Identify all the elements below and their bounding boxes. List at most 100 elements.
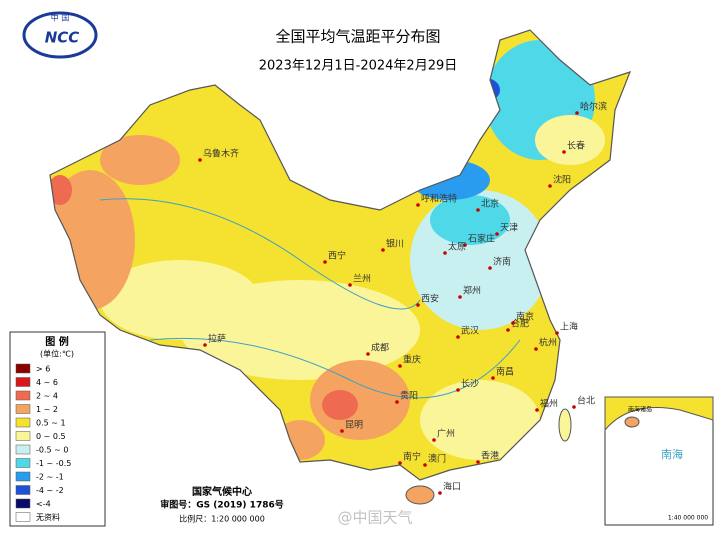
legend-label: -0.5 ~ 0 — [36, 446, 69, 455]
city-dot — [416, 303, 420, 307]
legend-label: -2 ~ -1 — [36, 473, 64, 482]
city-dot — [555, 331, 559, 335]
city-dot — [488, 266, 492, 270]
inset-scale: 1:40 000 000 — [668, 515, 708, 522]
city-label: 昆明 — [345, 420, 363, 431]
inset-title: 南海诸岛 — [628, 406, 652, 414]
city-label: 台北 — [577, 395, 595, 407]
city-dot — [456, 335, 460, 339]
city-dot — [423, 463, 427, 467]
city-dot — [443, 251, 447, 255]
city-label: 长春 — [567, 140, 585, 152]
city-dot — [562, 150, 566, 154]
legend: 图 例 (单位:℃) > 6 4 ~ 6 2 ~ 4 1 ~ 2 0.5 ~ 1 0 ~ … — [9, 331, 106, 527]
city-label: 重庆 — [403, 354, 421, 366]
city-dot — [456, 388, 460, 392]
legend-swatch — [15, 390, 31, 401]
legend-swatch — [15, 471, 31, 482]
city-label: 石家庄 — [468, 233, 495, 245]
legend-swatch — [15, 404, 31, 414]
city-label: 北京 — [481, 198, 499, 210]
city-dot — [491, 376, 495, 380]
inset-sea: 南海 — [661, 447, 683, 461]
inset: 南海诸岛 南海 1:40 000 000 — [604, 396, 714, 526]
legend-label: 无资料 — [36, 512, 60, 522]
city-dot — [203, 343, 207, 347]
city-dot — [506, 328, 510, 332]
legend-swatch — [15, 377, 31, 387]
city-label: 广州 — [437, 428, 455, 440]
city-label: 南京 — [516, 311, 534, 323]
rivers — [99, 198, 521, 399]
city-dot — [476, 208, 480, 212]
city-dot — [438, 491, 442, 495]
city-dot — [476, 460, 480, 464]
city-label: 杭州 — [539, 337, 557, 349]
city-dot — [535, 408, 539, 412]
logo-text: NCC — [45, 29, 80, 47]
city-dot — [463, 243, 467, 247]
city-dot — [416, 203, 420, 207]
legend-swatch — [15, 458, 31, 468]
city-label: 南昌 — [496, 366, 514, 378]
city-label: 呼和浩特 — [421, 193, 457, 205]
legend-swatch — [15, 498, 31, 509]
subtitle: 2023年12月1日-2024年2月29日 — [259, 59, 458, 74]
legend-unit: (单位:℃) — [40, 349, 74, 359]
city-dot — [381, 248, 385, 252]
hainan — [405, 485, 435, 505]
city-label: 银川 — [386, 238, 404, 250]
city-label: 贵阳 — [400, 390, 418, 402]
legend-label: 2 ~ 4 — [36, 392, 58, 401]
city-dot — [398, 364, 402, 368]
logo: 中 国 NCC — [22, 11, 98, 59]
city-label: 福州 — [540, 398, 558, 410]
legend-label: <-4 — [36, 500, 51, 509]
city-dot — [511, 321, 515, 325]
city-label: 济南 — [493, 256, 511, 268]
city-dot — [575, 111, 579, 115]
city-label: 西宁 — [328, 250, 346, 262]
city-label: 哈尔滨 — [580, 101, 607, 113]
city-dot — [572, 405, 576, 409]
watermark: @中国天气 — [337, 509, 412, 527]
legend-label: 0.5 ~ 1 — [36, 419, 66, 428]
city-dot — [323, 260, 327, 264]
city-dot — [534, 347, 538, 351]
city-dot — [458, 295, 462, 299]
city-dot — [495, 232, 499, 236]
legend-swatch — [15, 512, 31, 522]
legend-label: -1 ~ -0.5 — [36, 459, 71, 468]
city-label: 南宁 — [403, 451, 421, 463]
legend-swatch — [15, 363, 31, 374]
logo-top: 中 国 — [51, 13, 70, 23]
taiwan — [558, 408, 572, 442]
city-dot — [340, 429, 344, 433]
city-dot — [548, 184, 552, 188]
city-label: 香港 — [481, 450, 499, 462]
legend-title: 图 例 — [45, 335, 68, 348]
legend-label: > 6 — [36, 365, 50, 374]
city-label: 乌鲁木齐 — [203, 148, 239, 160]
city-dot — [398, 461, 402, 465]
legend-label: 1 ~ 2 — [36, 405, 58, 414]
city-label: 郑州 — [463, 285, 481, 297]
city-label: 成都 — [371, 342, 389, 354]
legend-swatch — [15, 417, 31, 428]
city-dot — [432, 438, 436, 442]
legend-swatch — [15, 444, 31, 455]
legend-label: -4 ~ -2 — [36, 486, 64, 495]
title: 全国平均气温距平分布图 — [275, 28, 440, 46]
city-label: 兰州 — [353, 273, 371, 285]
footer-scale: 比例尺：1:20 000 000 — [179, 514, 265, 524]
city-label: 长沙 — [461, 378, 479, 390]
legend-label: 4 ~ 6 — [36, 378, 58, 387]
legend-swatch — [15, 485, 31, 495]
city-label: 沈阳 — [553, 174, 571, 186]
city-label: 海口 — [443, 481, 461, 493]
city-label: 西安 — [421, 293, 439, 305]
city-label: 太原 — [448, 241, 466, 253]
legend-label: 0 ~ 0.5 — [36, 432, 66, 441]
